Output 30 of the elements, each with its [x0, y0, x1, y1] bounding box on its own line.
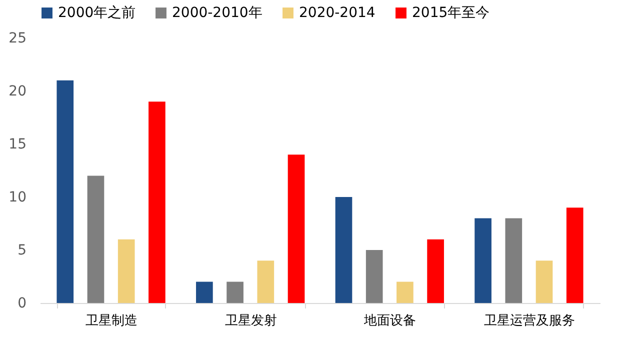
x-tick-label: 卫星制造	[86, 314, 138, 328]
y-tick-label: 5	[18, 242, 26, 258]
bar	[226, 282, 244, 303]
bar	[566, 208, 584, 303]
y-tick-label: 0	[18, 296, 26, 312]
bar	[196, 282, 213, 303]
legend-label: 2000年之前	[58, 5, 136, 21]
legend-label: 2020-2014	[299, 5, 376, 21]
bar	[56, 80, 74, 303]
bar	[87, 176, 104, 303]
bar	[335, 197, 352, 303]
bar	[505, 218, 522, 303]
bar	[288, 154, 305, 303]
bar	[257, 260, 274, 303]
bar	[536, 260, 553, 303]
y-tick-label: 10	[8, 190, 26, 206]
bar	[474, 218, 492, 303]
y-tick-label: 15	[8, 136, 26, 152]
bar	[396, 282, 414, 303]
x-tick-label: 地面设备	[363, 314, 416, 328]
y-tick-label: 20	[8, 84, 26, 100]
x-tick-label: 卫星运营及服务	[484, 314, 575, 328]
bar	[366, 250, 383, 303]
bar	[118, 239, 135, 303]
bar	[148, 102, 166, 303]
bar	[427, 239, 444, 303]
legend-label: 2015年至今	[412, 5, 490, 21]
legend-label: 2000-2010年	[172, 5, 262, 21]
y-tick-label: 25	[8, 30, 26, 46]
x-tick-label: 卫星发射	[224, 314, 277, 328]
